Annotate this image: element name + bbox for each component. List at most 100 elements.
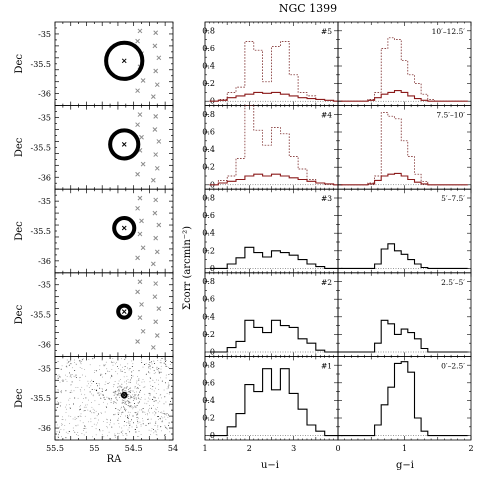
point-source <box>66 359 68 361</box>
sky-panel-frame <box>54 21 174 106</box>
point-source <box>155 430 157 432</box>
point-source <box>167 382 169 384</box>
g-i-axis-label: g−i <box>396 460 414 471</box>
point-source <box>144 393 146 395</box>
point-source <box>123 376 125 378</box>
point-source <box>124 421 125 423</box>
ui_axis-tick-label: 3 <box>291 444 296 453</box>
galaxy-center-cross <box>122 393 127 397</box>
point-source <box>60 390 62 392</box>
point-source <box>157 370 159 372</box>
point-source <box>64 424 66 426</box>
ra-tick-label: 54 <box>168 444 178 453</box>
point-source <box>138 370 140 372</box>
point-source <box>77 435 79 436</box>
point-source <box>168 384 170 386</box>
point-source <box>101 359 103 361</box>
point-source <box>129 411 131 413</box>
point-source <box>61 423 63 425</box>
point-source <box>125 390 127 392</box>
point-source <box>137 411 139 413</box>
point-source <box>67 361 69 363</box>
point-source <box>131 371 133 373</box>
point-source <box>84 426 86 428</box>
sky-panel-frame <box>54 105 174 190</box>
point-source <box>105 381 107 383</box>
point-source <box>113 384 115 386</box>
point-source <box>168 393 170 395</box>
point-source <box>60 429 62 431</box>
point-source <box>74 362 76 364</box>
point-source <box>94 372 95 373</box>
point-source <box>119 364 121 366</box>
point-source <box>112 364 114 366</box>
point-source <box>137 397 139 399</box>
point-source <box>83 430 85 432</box>
point-source <box>134 395 136 397</box>
point-source <box>130 405 132 407</box>
point-source <box>62 419 64 421</box>
point-source <box>149 381 151 383</box>
point-source <box>102 389 104 391</box>
sigma-tick-label: 0.4 <box>202 312 215 321</box>
point-source <box>91 379 92 381</box>
point-source <box>134 398 136 400</box>
point-source <box>106 389 107 391</box>
point-source <box>115 398 117 400</box>
point-source <box>80 390 82 392</box>
point-source <box>116 399 118 401</box>
point-source <box>81 374 83 376</box>
point-source <box>136 404 138 406</box>
point-source <box>130 396 132 398</box>
background-field-cross <box>153 30 159 36</box>
point-source <box>120 369 122 371</box>
point-source <box>95 424 97 426</box>
point-source <box>156 409 158 411</box>
background-field-cross <box>156 55 162 61</box>
point-source <box>106 419 108 421</box>
point-source <box>141 418 143 419</box>
corrected-density-histogram <box>341 319 468 353</box>
point-source <box>133 396 135 398</box>
region-id-label: #5 <box>321 27 332 36</box>
point-source <box>161 419 163 421</box>
point-source <box>169 373 171 375</box>
sigma-tick-label: 0.4 <box>202 145 215 154</box>
point-source <box>127 363 129 365</box>
point-source <box>122 366 124 368</box>
point-source <box>168 374 170 375</box>
sigma-tick-label: 0.6 <box>202 295 215 304</box>
point-source <box>133 391 135 393</box>
ra-tick-label: 54.5 <box>125 444 143 453</box>
point-source <box>70 374 72 376</box>
background-field-cross <box>140 245 146 251</box>
point-source <box>100 411 102 413</box>
point-source <box>141 381 143 383</box>
point-source <box>154 372 156 374</box>
point-source <box>114 433 116 435</box>
background-field-cross <box>135 339 140 344</box>
dec-tick-label: -35 <box>38 114 51 123</box>
point-source <box>79 377 81 379</box>
point-source <box>84 415 86 417</box>
point-source <box>154 414 156 416</box>
point-source <box>157 402 159 404</box>
point-source <box>120 379 121 381</box>
point-source <box>116 399 118 400</box>
point-source <box>134 403 135 404</box>
point-source <box>148 409 150 411</box>
point-source <box>70 363 72 365</box>
galaxy-center-cross <box>121 309 127 314</box>
point-source <box>99 369 101 371</box>
point-source <box>160 368 162 370</box>
point-source <box>161 362 163 364</box>
point-source <box>122 411 124 413</box>
point-source <box>63 379 65 381</box>
point-source <box>122 400 124 401</box>
point-source <box>161 421 163 423</box>
point-source <box>129 391 131 393</box>
point-source <box>59 381 61 383</box>
histogram-panel: 00.20.40.60.8 #5 <box>202 21 343 106</box>
point-source <box>59 431 60 433</box>
